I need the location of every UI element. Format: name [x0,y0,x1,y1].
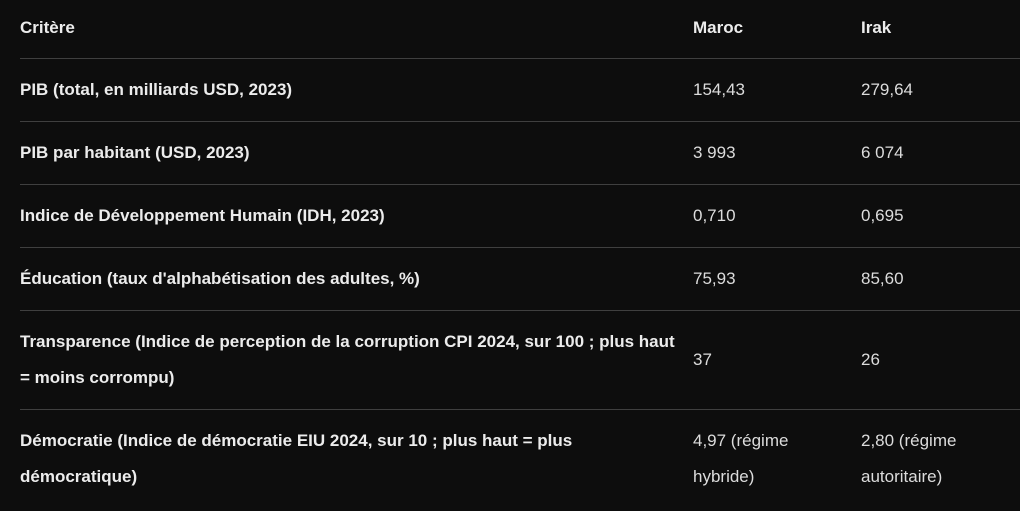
table-row: Éducation (taux d'alphabétisation des ad… [20,248,1020,311]
table-header: Critère Maroc Irak [20,0,1020,59]
table-row: Indice de Développement Humain (IDH, 202… [20,185,1020,248]
criterion-cell: Indice de Développement Humain (IDH, 202… [20,206,385,225]
maroc-value-cell: 3 993 [693,143,736,162]
criterion-cell: Transparence (Indice de perception de la… [20,332,675,387]
irak-value-cell: 85,60 [861,269,904,288]
criterion-cell: PIB par habitant (USD, 2023) [20,143,250,162]
table-body: PIB (total, en milliards USD, 2023) 154,… [20,59,1020,509]
irak-value-cell: 2,80 (régime autoritaire) [861,431,957,486]
column-header-maroc: Maroc [693,18,744,37]
criterion-cell: PIB (total, en milliards USD, 2023) [20,80,293,99]
table-row: Démocratie (Indice de démocratie EIU 202… [20,410,1020,509]
irak-value-cell: 6 074 [861,143,904,162]
column-header-critere: Critère [20,18,75,37]
table-row: PIB (total, en milliards USD, 2023) 154,… [20,59,1020,122]
maroc-value-cell: 0,710 [693,206,736,225]
maroc-value-cell: 37 [693,350,712,369]
table-row: PIB par habitant (USD, 2023) 3 993 6 074 [20,122,1020,185]
criterion-cell: Démocratie (Indice de démocratie EIU 202… [20,431,573,486]
irak-value-cell: 279,64 [861,80,913,99]
irak-value-cell: 26 [861,350,880,369]
table-row: Transparence (Indice de perception de la… [20,311,1020,410]
criterion-cell: Éducation (taux d'alphabétisation des ad… [20,269,420,288]
country-comparison-table: Critère Maroc Irak PIB (total, en millia… [20,0,1020,508]
header-row: Critère Maroc Irak [20,0,1020,59]
irak-value-cell: 0,695 [861,206,904,225]
maroc-value-cell: 154,43 [693,80,745,99]
column-header-irak: Irak [861,18,892,37]
maroc-value-cell: 75,93 [693,269,736,288]
maroc-value-cell: 4,97 (régime hybride) [693,431,789,486]
